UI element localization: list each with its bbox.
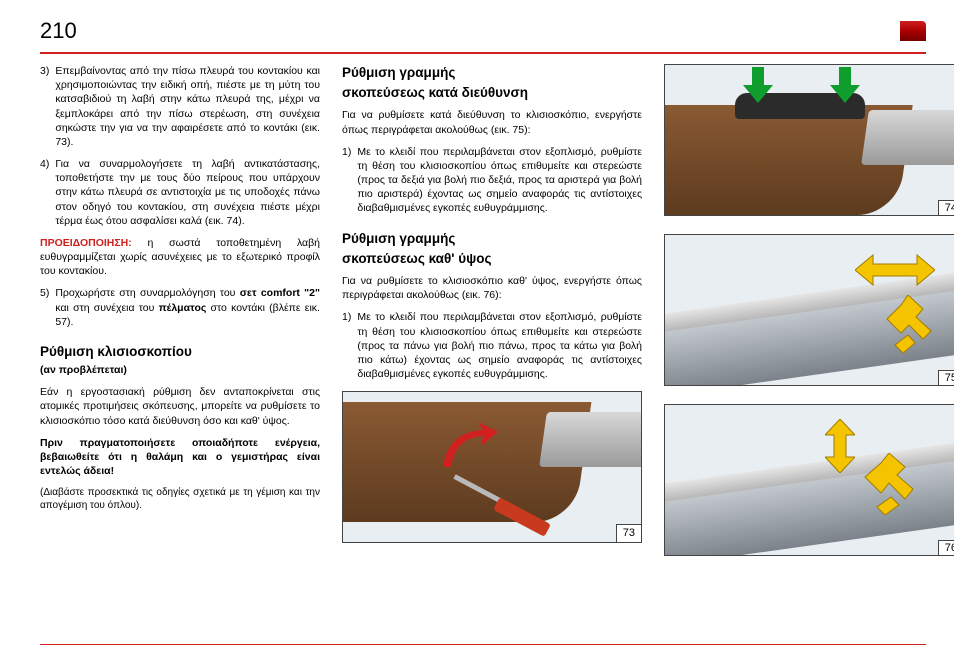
text: Προχωρήστε στη συναρμολόγηση του [55,287,239,299]
figure-number: 75 [938,370,954,385]
adjustment-key-icon [861,453,917,520]
warning-paragraph: ΠΡΟΕΙΔΟΠΟΙΗΣΗ: η σωστά τοποθετημένη λαβή… [40,236,320,279]
list-body: Με το κλειδί που περιλαμβάνεται στον εξο… [357,145,642,216]
list-item: 1) Με το κλειδί που περιλαμβάνεται στον … [342,145,642,216]
list-body: Προχωρήστε στη συναρμολόγηση του σετ com… [55,286,320,329]
paragraph: Εάν η εργοστασιακή ρύθμιση δεν ανταποκρί… [40,385,320,428]
text: και στη συνέχεια του [55,302,158,314]
figure-number: 76 [938,540,954,555]
elevation-arrow-icon [825,419,855,478]
content-columns: 3) Επεμβαίνοντας από την πίσω πλευρά του… [40,64,926,556]
section-heading: σκοπεύσεως καθ' ύψος [342,250,642,268]
figure-73: 73 [342,391,642,543]
list-item: 5) Προχωρήστε στη συναρμολόγηση του σετ … [40,286,320,329]
list-item: 4) Για να συναρμολογήσετε τη λαβή αντικα… [40,157,320,228]
warning-label: ΠΡΟΕΙΔΟΠΟΙΗΣΗ: [40,237,132,249]
page-header: 210 [40,18,926,44]
press-arrow-icon [830,67,860,108]
list-number: 5) [40,286,49,329]
section-subheading: (αν προβλέπεται) [40,363,320,377]
list-number: 1) [342,310,351,381]
paragraph: Για να ρυθμίσετε κατά διεύθυνση το κλισι… [342,108,642,136]
list-number: 4) [40,157,49,228]
list-number: 1) [342,145,351,216]
page-number: 210 [40,18,77,44]
list-item: 1) Με το κλειδί που περιλαμβάνεται στον … [342,310,642,381]
column-right: 74 75 [664,64,954,556]
windage-arrow-icon [855,253,935,292]
figure-74: 74 [664,64,954,216]
list-body: Επεμβαίνοντας από την πίσω πλευρά του κο… [55,64,320,149]
column-left: 3) Επεμβαίνοντας από την πίσω πλευρά του… [40,64,320,556]
list-body: Για να συναρμολογήσετε τη λαβή αντικατάσ… [55,157,320,228]
receiver-shape-icon [539,412,642,467]
receiver-shape-icon [861,110,954,165]
column-middle: Ρύθμιση γραμμής σκοπεύσεως κατά διεύθυνσ… [342,64,642,556]
caption-paragraph: (Διαβάστε προσεκτικά τις οδηγίες σχετικά… [40,486,320,512]
figure-75: 75 [664,234,954,386]
list-body: Με το κλειδί που περιλαμβάνεται στον εξο… [357,310,642,381]
list-item: 3) Επεμβαίνοντας από την πίσω πλευρά του… [40,64,320,149]
header-divider [40,52,926,54]
figure-number: 73 [616,524,641,542]
bold-paragraph: Πριν πραγματοποιήσετε οποιαδήποτε ενέργε… [40,436,320,479]
section-heading: Ρύθμιση κλισιοσκοπίου [40,343,320,361]
page: 210 3) Επεμβαίνοντας από την πίσω πλευρά… [0,0,954,659]
bold-text: πέλματος [159,302,207,314]
list-number: 3) [40,64,49,149]
section-heading: Ρύθμιση γραμμής [342,230,642,248]
brand-logo-icon [900,21,926,41]
figure-76: 76 [664,404,954,556]
footer-divider [40,644,926,645]
lift-arrow-icon [433,422,503,476]
press-arrow-icon [743,67,773,108]
figure-number: 74 [938,200,954,215]
bold-text: σετ comfort "2" [240,287,320,299]
section-heading: Ρύθμιση γραμμής [342,64,642,82]
adjustment-key-icon [883,295,933,360]
section-heading: σκοπεύσεως κατά διεύθυνση [342,84,642,102]
paragraph: Για να ρυθμίσετε το κλισιοσκόπιο καθ' ύψ… [342,274,642,302]
